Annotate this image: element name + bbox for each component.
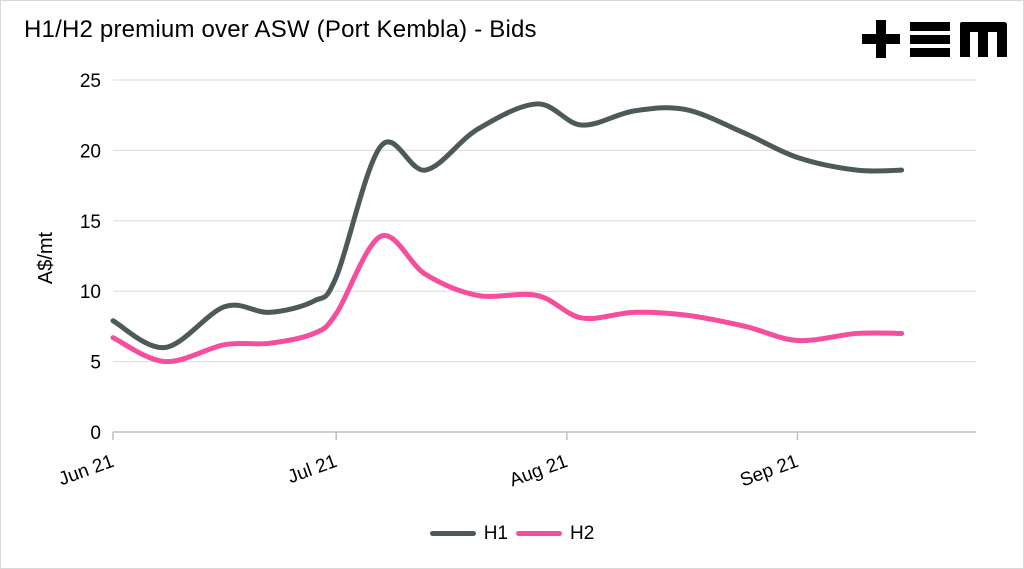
y-tick-label: 10 (80, 282, 101, 303)
gridlines (113, 79, 976, 363)
y-axis-ticks: 0 5 10 15 20 25 (80, 71, 101, 444)
y-tick-label: 20 (80, 141, 101, 162)
y-tick-label: 0 (90, 423, 101, 444)
chart-title: H1/H2 premium over ASW (Port Kembla) - B… (24, 16, 537, 43)
x-axis: Jun 21 Jul 21 Aug 21 Sep 21 (56, 431, 976, 491)
x-tick-label: Jun 21 (56, 451, 117, 490)
y-tick-label: 25 (80, 71, 101, 92)
y-tick-label: 15 (80, 212, 101, 233)
x-tick-label: Aug 21 (507, 451, 571, 491)
series-line-h2 (110, 233, 905, 365)
tem-logo (862, 20, 1007, 58)
legend: H1 H2 (0, 520, 1024, 545)
legend-label: H2 (570, 522, 595, 544)
series-lines (110, 101, 905, 365)
legend-item-h2: H2 (516, 523, 594, 545)
y-tick-label: 5 (90, 353, 101, 374)
x-tick-label: Jul 21 (285, 451, 340, 488)
x-tick-label: Sep 21 (737, 451, 801, 491)
y-axis-title: A$/mt (35, 231, 57, 284)
legend-swatch (516, 531, 562, 536)
legend-item-h1: H1 (429, 522, 508, 545)
legend-label: H1 (483, 522, 508, 544)
legend-swatch (429, 531, 476, 536)
series-line-h1 (110, 101, 905, 351)
